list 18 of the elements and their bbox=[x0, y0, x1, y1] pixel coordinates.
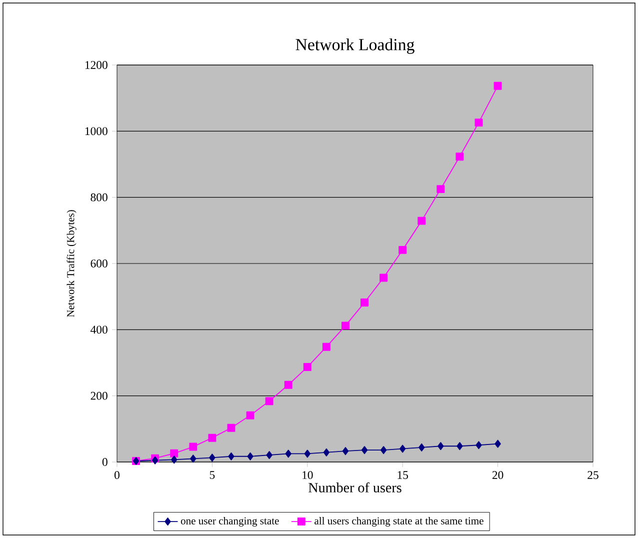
x-tick-label: 5 bbox=[210, 471, 215, 479]
y-axis-title: Network Traffic (Kbytes) bbox=[66, 210, 76, 318]
legend-label: all users changing state at the same time bbox=[314, 517, 484, 527]
y-tick-label: 600 bbox=[90, 260, 108, 268]
y-tick-label: 800 bbox=[90, 193, 108, 202]
x-tick-label: 15 bbox=[398, 471, 408, 479]
y-tick-label: 0 bbox=[102, 458, 108, 466]
x-tick-label: 10 bbox=[302, 471, 313, 480]
y-tick-label: 1000 bbox=[85, 127, 108, 136]
x-tick-label: 20 bbox=[492, 471, 504, 480]
y-tick-label: 400 bbox=[90, 326, 108, 334]
x-tick-label: 0 bbox=[114, 471, 120, 480]
chart-title: Network Loading bbox=[296, 38, 414, 54]
y-tick-label: 1200 bbox=[85, 61, 108, 69]
legend-label: one user changing state bbox=[180, 517, 279, 527]
y-tick-label: 200 bbox=[90, 392, 108, 400]
x-tick-label: 25 bbox=[588, 471, 598, 479]
x-axis-title: Number of users bbox=[308, 482, 402, 492]
